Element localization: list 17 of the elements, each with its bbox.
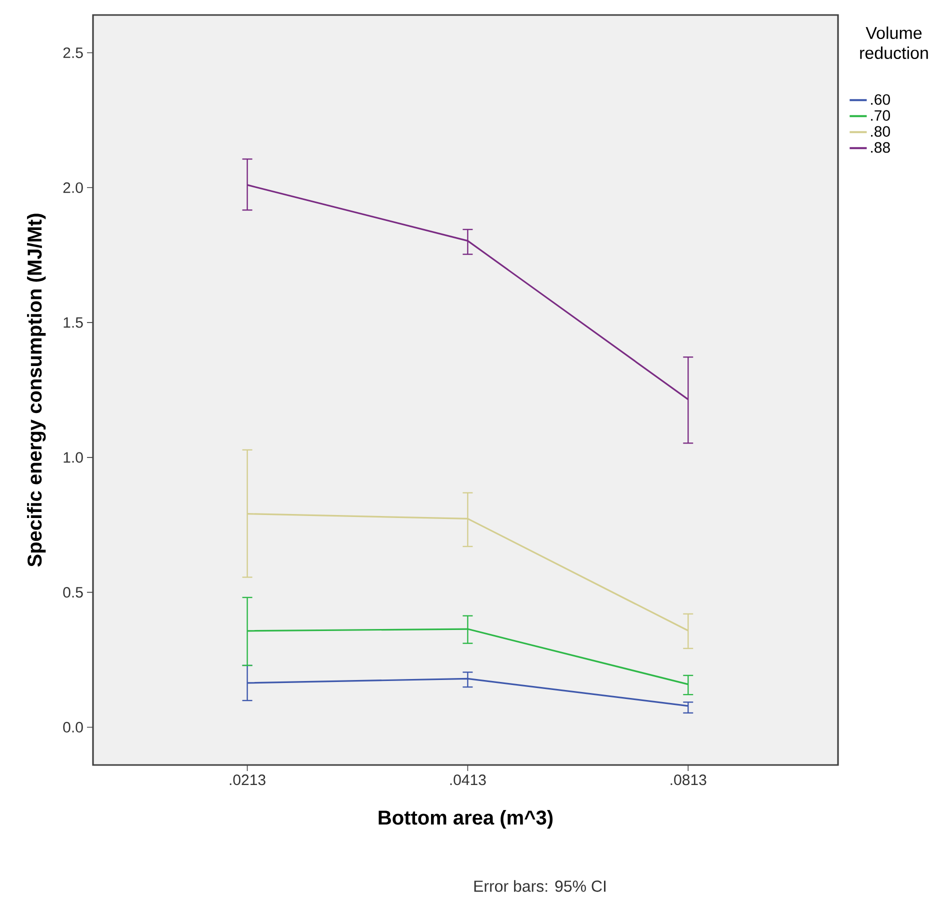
legend-label: .60 bbox=[871, 94, 890, 105]
legend-label: .70 bbox=[871, 110, 890, 121]
y-tick-label: 1.0 bbox=[64, 452, 83, 463]
y-tick-label: 2.0 bbox=[63, 182, 83, 193]
text: Error bars: 95% CI bbox=[474, 880, 606, 892]
x-axis-title: Bottom area (m^3) bbox=[378, 810, 553, 829]
y-tick-label: 0.5 bbox=[63, 587, 83, 598]
x-tick-label: .0813 bbox=[670, 774, 706, 786]
y-tick-label: 1.5 bbox=[64, 317, 83, 328]
legend-title: Volume reduction bbox=[860, 26, 928, 60]
y-tick-label: 2.5 bbox=[63, 47, 83, 58]
y-tick-label: 0.0 bbox=[63, 722, 83, 733]
x-tick-label: .0213 bbox=[230, 774, 266, 786]
y-axis-title: Specific energy consumption (MJ/Mt) bbox=[27, 214, 46, 567]
legend-label: .88 bbox=[871, 142, 890, 153]
legend-label: .80 bbox=[871, 126, 890, 137]
x-tick-label: .0413 bbox=[450, 774, 486, 786]
